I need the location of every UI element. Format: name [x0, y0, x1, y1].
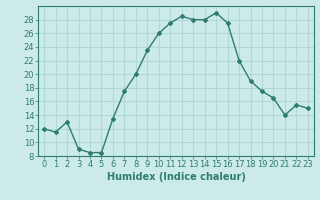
X-axis label: Humidex (Indice chaleur): Humidex (Indice chaleur): [107, 172, 245, 182]
